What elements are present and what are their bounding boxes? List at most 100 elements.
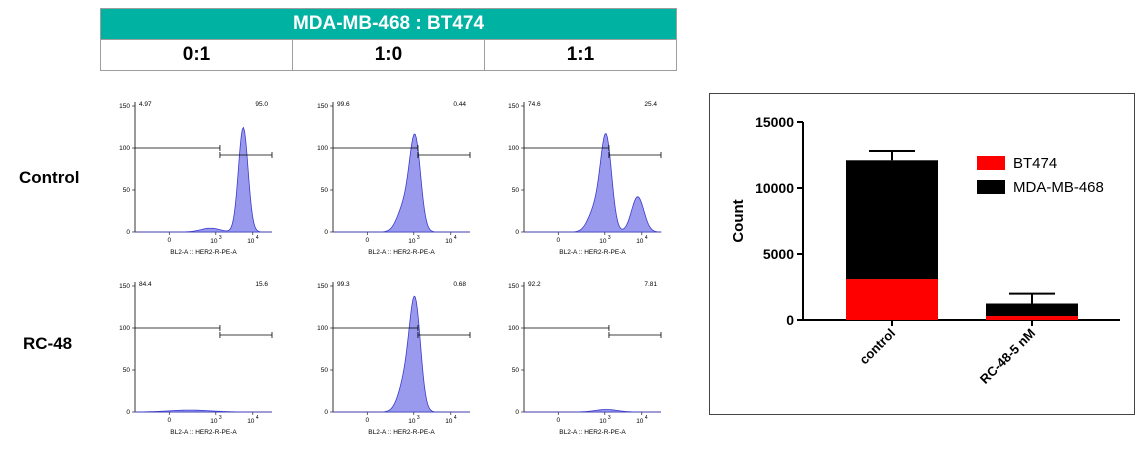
- flow-x-tick-label: 10: [247, 418, 255, 425]
- flow-x-tick-exponent: 3: [608, 415, 611, 421]
- flow-x-tick-label: 0: [167, 237, 171, 244]
- flow-y-tick-label: 50: [512, 367, 520, 374]
- bar-mda-mb-468-2: [986, 303, 1078, 317]
- flow-x-tick-label: 0: [167, 417, 171, 424]
- flow-gate-right-percent: 0.44: [453, 101, 466, 108]
- flow-gate-left-percent: 84.4: [139, 281, 152, 288]
- header-title: MDA-MB-468 : BT474: [100, 8, 677, 40]
- flow-x-tick-exponent: 3: [608, 235, 611, 241]
- flow-y-tick-label: 150: [317, 283, 328, 290]
- flow-y-tick-label: 50: [123, 187, 131, 194]
- flow-gate-right-percent: 7.81: [644, 281, 657, 288]
- flow-y-tick-label: 50: [512, 187, 520, 194]
- flow-x-tick-label: 10: [445, 238, 453, 245]
- flow-x-tick-exponent: 4: [645, 415, 648, 421]
- bar-bt474-2: [986, 316, 1078, 320]
- row-label-control: Control: [19, 168, 80, 187]
- flow-gate-left-percent: 4.97: [139, 101, 152, 108]
- header-col-2: 1:0: [291, 39, 485, 71]
- flow-histogram: [333, 133, 470, 233]
- flow-x-axis-label: BL2-A :: HER2-R-PE-A: [170, 429, 237, 436]
- flow-y-tick-label: 50: [321, 187, 329, 194]
- flow-gate-right-percent: 25.4: [644, 101, 657, 108]
- flow-x-tick-label: 10: [247, 238, 255, 245]
- flow-x-tick-label: 10: [445, 418, 453, 425]
- flow-x-axis-label: BL2-A :: HER2-R-PE-A: [170, 249, 237, 256]
- flow-y-tick-label: 50: [123, 367, 131, 374]
- flow-y-tick-label: 100: [119, 325, 130, 332]
- flow-x-tick-exponent: 3: [417, 415, 420, 421]
- flow-gate-left-percent: 92.2: [528, 281, 541, 288]
- flow-x-tick-label: 10: [599, 238, 607, 245]
- flow-y-tick-label: 100: [317, 145, 328, 152]
- flow-y-tick-label: 150: [508, 283, 519, 290]
- flow-x-tick-exponent: 3: [219, 235, 222, 241]
- flow-x-tick-label: 10: [210, 418, 218, 425]
- legend-swatch-1: [977, 156, 1005, 170]
- bar-y-axis-label: Count: [730, 199, 747, 242]
- flow-x-tick-label: 0: [365, 417, 369, 424]
- flow-y-tick-label: 0: [324, 229, 328, 236]
- bar-bt474-1: [846, 279, 938, 320]
- flow-histogram: [524, 133, 662, 233]
- flow-y-tick-label: 50: [321, 367, 329, 374]
- flow-x-axis-label: BL2-A :: HER2-R-PE-A: [368, 429, 435, 436]
- flow-gate-left-percent: 99.3: [337, 281, 350, 288]
- flow-y-tick-label: 150: [508, 103, 519, 110]
- flow-x-tick-label: 10: [408, 238, 416, 245]
- flow-histogram: [524, 409, 661, 413]
- flow-y-tick-label: 150: [119, 103, 130, 110]
- flow-y-tick-label: 100: [317, 325, 328, 332]
- flow-x-tick-exponent: 4: [256, 235, 259, 241]
- flow-x-tick-exponent: 4: [454, 415, 457, 421]
- flow-x-tick-exponent: 3: [417, 235, 420, 241]
- row-label-rc48: RC-48: [23, 334, 73, 353]
- flow-x-tick-label: 0: [556, 237, 560, 244]
- flow-y-tick-label: 0: [126, 409, 130, 416]
- flow-x-tick-label: 0: [365, 237, 369, 244]
- flow-x-tick-label: 10: [210, 238, 218, 245]
- flow-y-tick-label: 0: [126, 229, 130, 236]
- flow-histogram: [135, 126, 272, 233]
- flow-x-tick-exponent: 3: [219, 415, 222, 421]
- legend-label-1: BT474: [1013, 155, 1057, 172]
- header-table: MDA-MB-468 : BT474 0:1 1:0 1:1: [100, 8, 678, 71]
- bar-x-tick-label: control: [856, 326, 898, 368]
- flow-x-tick-label: 10: [408, 418, 416, 425]
- flow-x-tick-label: 10: [636, 418, 644, 425]
- bar-chart: 0 5000 10000 15000 Count control RC-48-5 nM BT4…: [730, 114, 1120, 387]
- flow-x-tick-label: 0: [556, 417, 560, 424]
- flow-y-tick-label: 150: [317, 103, 328, 110]
- flow-x-tick-label: 10: [599, 418, 607, 425]
- bar-chart-frame: 0 5000 10000 15000 Count control RC-48-5 nM BT4…: [709, 93, 1135, 415]
- flow-histogram: [134, 409, 272, 413]
- bar-x-tick-label: RC-48-5 nM: [977, 326, 1038, 387]
- flow-y-tick-label: 100: [119, 145, 130, 152]
- flow-x-axis-label: BL2-A :: HER2-R-PE-A: [559, 249, 626, 256]
- flow-x-axis-label: BL2-A :: HER2-R-PE-A: [368, 249, 435, 256]
- flow-x-tick-exponent: 4: [256, 415, 259, 421]
- flow-gate-left-percent: 74.6: [528, 101, 541, 108]
- legend-label-2: MDA-MB-468: [1013, 179, 1104, 196]
- bar-y-tick-label: 10000: [755, 180, 794, 196]
- flow-y-tick-label: 100: [508, 145, 519, 152]
- bar-mda-mb-468-1: [846, 160, 938, 280]
- legend-swatch-2: [977, 180, 1005, 194]
- flow-x-tick-exponent: 4: [645, 235, 648, 241]
- flow-x-tick-label: 10: [636, 238, 644, 245]
- flow-y-tick-label: 150: [119, 283, 130, 290]
- flow-gate-right-percent: 0.68: [453, 281, 466, 288]
- flow-y-tick-label: 0: [515, 229, 519, 236]
- flow-gate-right-percent: 15.6: [255, 281, 268, 288]
- bar-y-tick-label: 5000: [763, 246, 794, 262]
- flow-x-axis-label: BL2-A :: HER2-R-PE-A: [559, 429, 626, 436]
- flow-gate-right-percent: 95.0: [255, 101, 268, 108]
- bar-y-tick-label: 15000: [755, 114, 794, 130]
